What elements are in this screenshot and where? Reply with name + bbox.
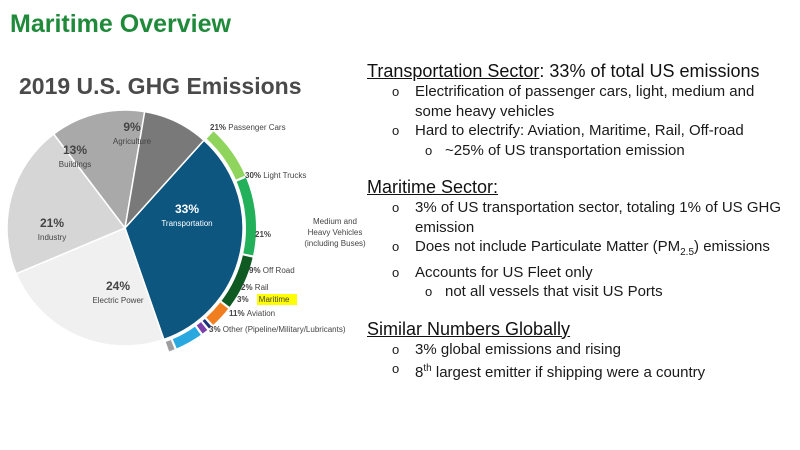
transportation-heading-rest: : 33% of total US emissions xyxy=(539,61,760,81)
pie-slice-agriculture xyxy=(123,110,206,231)
ring-name-other-pipeline-military-lubricants: Other (Pipeline/Military/Lubricants) xyxy=(223,325,346,334)
ring-label-aviation: 11% Aviation xyxy=(229,309,275,318)
ring-label-light-trucks: 30% Light Trucks xyxy=(245,171,306,180)
slice-label-buildings: Buildings xyxy=(59,160,91,169)
ring-name-light-trucks: Light Trucks xyxy=(263,171,306,180)
ring-name-rail: Rail xyxy=(255,283,269,292)
list-item: 3% of US transportation sector, totaling… xyxy=(367,198,792,237)
ring-value-off-road: 9% xyxy=(249,266,263,275)
slice-value-transportation: 33% xyxy=(175,202,199,216)
maritime-sub-bullets: not all vessels that visit US Ports xyxy=(415,282,792,302)
sub-list-item: not all vessels that visit US Ports xyxy=(367,282,792,302)
sub-list-item: ~25% of US transportation emission xyxy=(367,141,792,161)
ring-label-passenger-cars: 21% Passenger Cars xyxy=(210,123,286,132)
slice-label-transportation: Transportation xyxy=(161,219,212,228)
pm-text-after: ) emissions xyxy=(694,238,770,255)
ring-label-off-road: 9% Off Road xyxy=(249,266,295,275)
ring-segment-passenger-cars xyxy=(206,131,246,180)
ring-value-light-trucks: 30% xyxy=(245,171,263,180)
ring-label-line: Medium and xyxy=(313,217,357,226)
list-item-text: Hard to electrify: Aviation, Maritime, R… xyxy=(415,122,744,139)
pie-slice-transportation xyxy=(124,139,244,341)
rank-text: largest emitter if shipping were a count… xyxy=(431,364,706,381)
slice-value-industry: 21% xyxy=(40,216,64,230)
slice-value-buildings: 13% xyxy=(63,143,87,157)
ring-value-other-pipeline-military-lubricants: 3% xyxy=(209,325,223,334)
list-item-text: Accounts for US Fleet only xyxy=(415,263,593,281)
ring-segment-off-road xyxy=(206,302,229,325)
pie-slice-buildings xyxy=(52,109,146,230)
slide-title: Maritime Overview xyxy=(10,10,231,38)
list-item: Accounts for US Fleet only not all vesse… xyxy=(367,263,792,302)
ring-segment-medium-and-heavy-vehicles-including-buses xyxy=(221,255,253,307)
slice-value-agriculture: 9% xyxy=(123,120,141,134)
text-panel: Transportation Sector: 33% of total US e… xyxy=(367,60,792,399)
pie-slice-industry xyxy=(6,132,127,275)
ring-segment-maritime xyxy=(196,322,208,334)
chart-title: 2019 U.S. GHG Emissions xyxy=(19,73,302,99)
ring-segment-light-trucks xyxy=(236,177,257,256)
maritime-heading: Maritime Sector: xyxy=(367,176,792,198)
global-bullets: 3% global emissions and rising 8th large… xyxy=(367,340,792,383)
ring-name-passenger-cars: Passenger Cars xyxy=(228,123,285,132)
list-item: 3% global emissions and rising xyxy=(367,340,792,360)
ring-segment-aviation xyxy=(172,326,201,349)
maritime-bullets: 3% of US transportation sector, totaling… xyxy=(367,198,792,302)
ring-name-off-road: Off Road xyxy=(263,266,295,275)
rank-suffix: th xyxy=(423,363,432,374)
maritime-heading-text: Maritime Sector: xyxy=(367,177,499,197)
ring-label-maritime: 3% Maritime xyxy=(237,295,290,304)
ring-segment-rail xyxy=(202,318,212,329)
maritime-highlight xyxy=(257,294,297,305)
ring-value-passenger-cars: 21% xyxy=(210,123,228,132)
transportation-section: Transportation Sector: 33% of total US e… xyxy=(367,60,792,160)
ring-value-aviation: 11% xyxy=(229,309,247,318)
list-item: Does not include Particulate Matter (PM2… xyxy=(367,237,792,263)
maritime-section: Maritime Sector: 3% of US transportation… xyxy=(367,176,792,302)
pie-slice-electric-power xyxy=(15,226,165,347)
global-heading-text: Similar Numbers Globally xyxy=(367,318,571,339)
rank-number: 8 xyxy=(415,364,424,381)
slice-label-agriculture: Agriculture xyxy=(113,137,152,146)
list-item: Electrification of passenger cars, light… xyxy=(367,82,792,121)
list-item: 8th largest emitter if shipping were a c… xyxy=(367,359,792,383)
ring-label-other-pipeline-military-lubricants: 3% Other (Pipeline/Military/Lubricants) xyxy=(209,325,346,334)
ring-value-medium-and-heavy-vehicles-including-buses: 21% xyxy=(255,230,271,239)
ring-name-aviation: Aviation xyxy=(247,309,275,318)
transportation-heading: Transportation Sector: 33% of total US e… xyxy=(367,60,792,82)
list-item: Hard to electrify: Aviation, Maritime, R… xyxy=(367,121,792,160)
transportation-sub-bullets: ~25% of US transportation emission xyxy=(415,141,792,161)
ring-label-line: Heavy Vehicles xyxy=(308,228,363,237)
ring-value-rail: 2% xyxy=(241,283,255,292)
transportation-heading-underlined: Transportation Sector xyxy=(367,61,540,81)
ring-label-line: (including Buses) xyxy=(304,239,366,248)
slice-label-electric-power: Electric Power xyxy=(92,296,143,305)
transportation-bullets: Electrification of passenger cars, light… xyxy=(367,82,792,160)
ring-value-maritime: 3% xyxy=(237,295,251,304)
ring-label-rail: 2% Rail xyxy=(241,283,269,292)
global-section: Similar Numbers Globally 3% global emiss… xyxy=(367,318,792,383)
ring-name-maritime: Maritime xyxy=(259,295,290,304)
ghg-pie-chart: 33% Transportation 24% Electric Power 21% Ind… xyxy=(6,109,366,352)
pm-subscript: 2.5 xyxy=(680,247,695,258)
pm-text-before: Does not include Particulate Matter (PM xyxy=(415,238,681,255)
slice-label-industry: Industry xyxy=(38,233,66,242)
global-heading: Similar Numbers Globally xyxy=(367,318,792,340)
ring-segment-other-pipeline-military-lubricants xyxy=(165,339,175,352)
slice-value-electric-power: 24% xyxy=(106,279,130,293)
